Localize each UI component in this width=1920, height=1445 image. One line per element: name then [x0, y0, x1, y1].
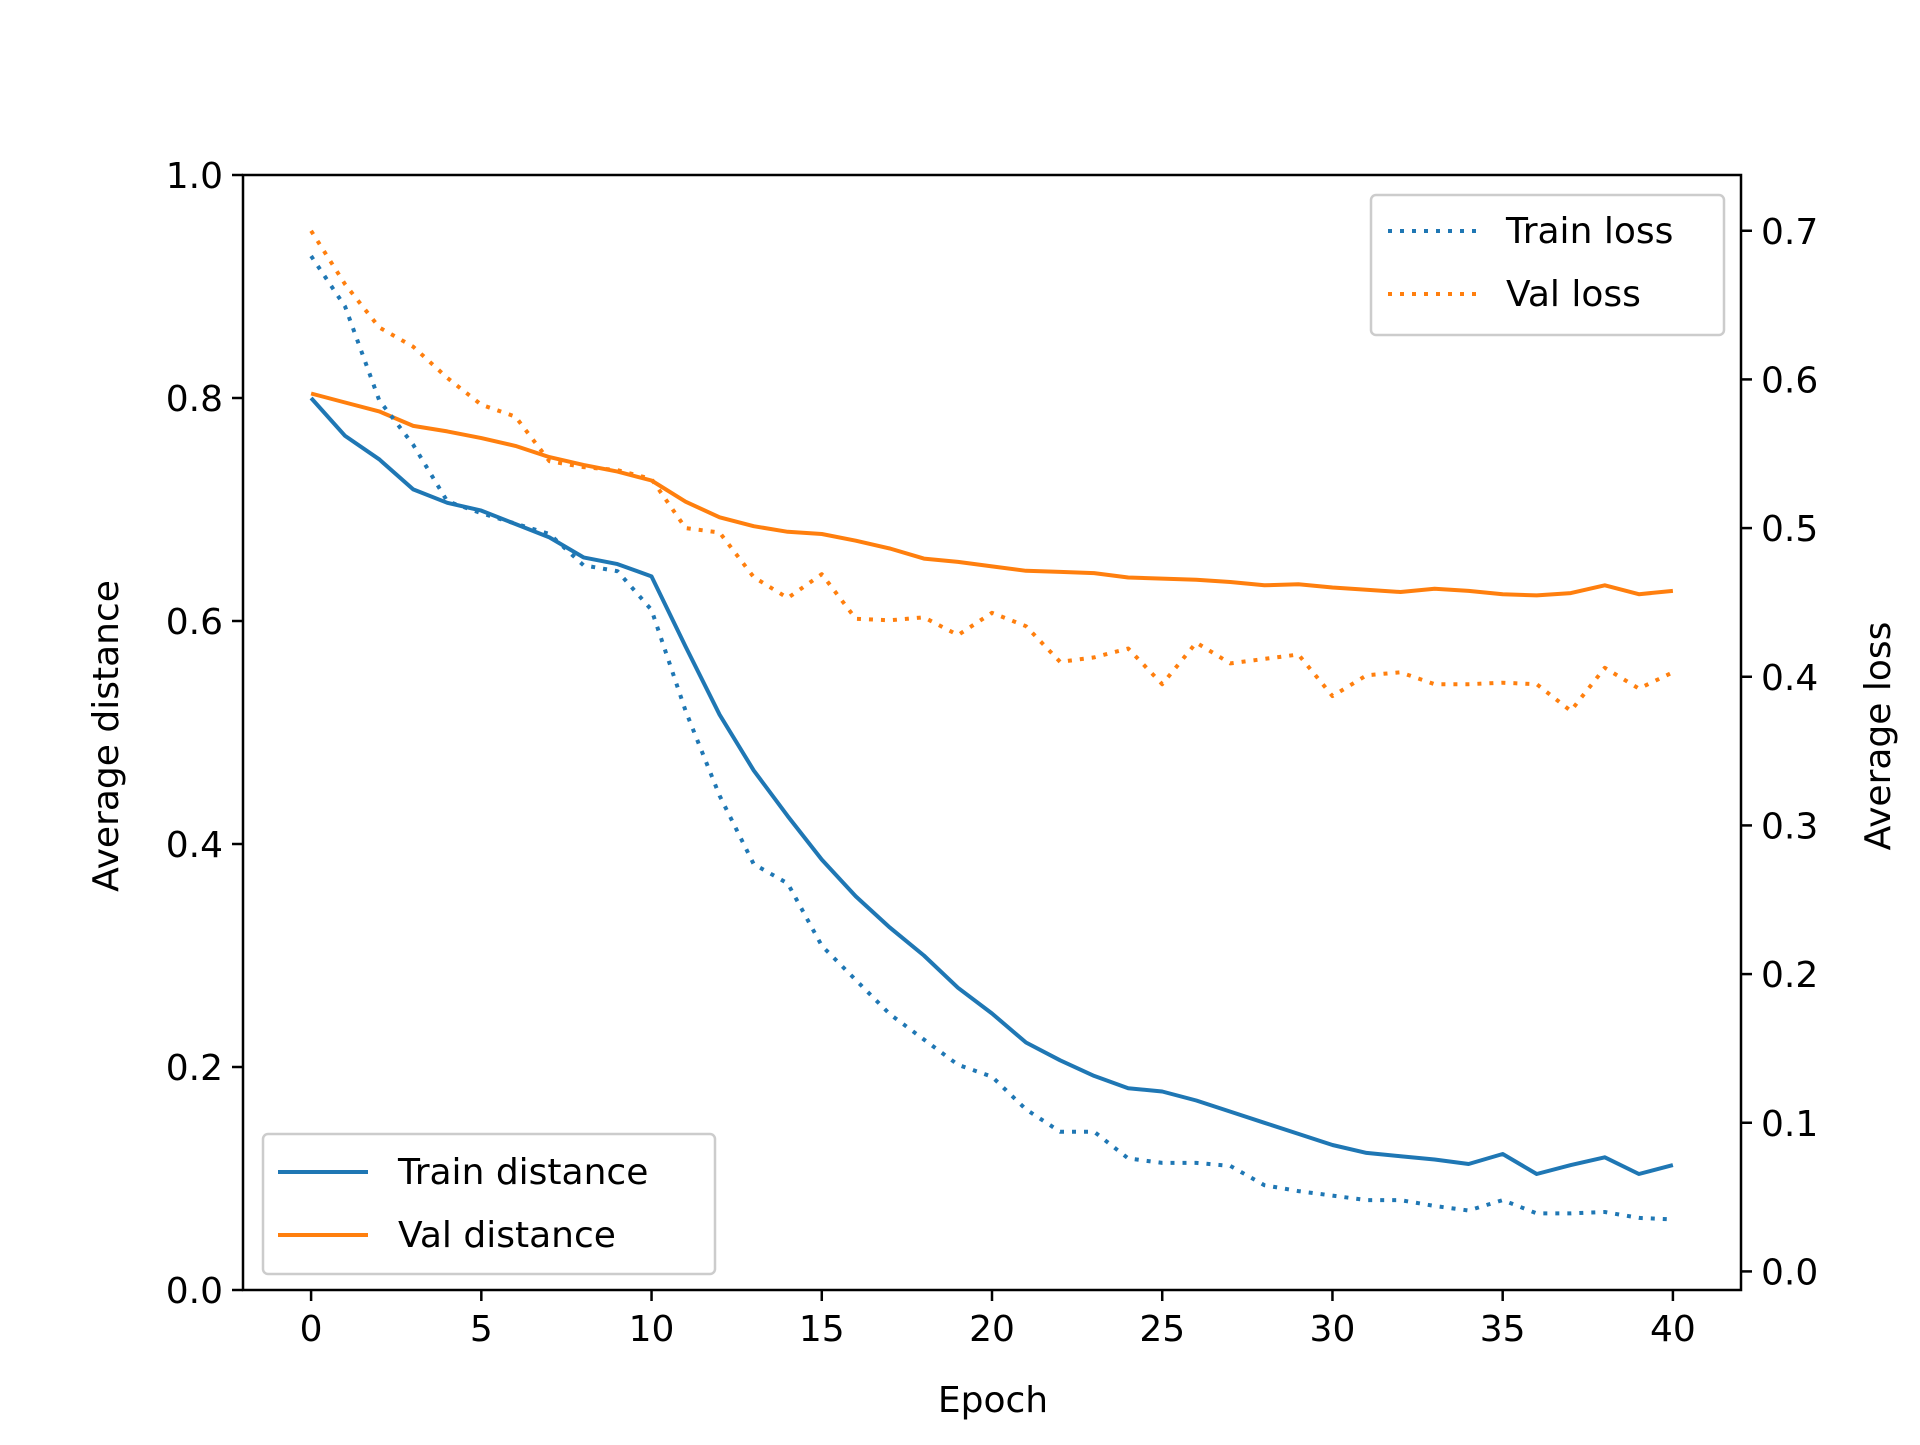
legend-loss: Train loss Val loss	[1369, 193, 1726, 337]
y2-tick-label: 0.3	[1761, 806, 1818, 847]
y-tick-label: 0.8	[166, 379, 223, 420]
series-line-train-distance	[309, 396, 1674, 1176]
y-tick-label: 0.6	[166, 602, 223, 643]
x-tick-label: 10	[629, 1309, 675, 1350]
series-line-val-loss	[309, 229, 1674, 713]
legend-loss-frame	[1369, 193, 1726, 337]
plot-frame	[241, 173, 1743, 1292]
x-tick-label: 0	[300, 1309, 323, 1350]
x-axis-label: Epoch	[938, 1380, 1048, 1421]
y2-tick-label: 0.0	[1761, 1252, 1818, 1293]
y-tick-label: 1.0	[166, 156, 223, 197]
y-axis-label: Average distance	[86, 580, 127, 892]
legend-distance: Train distance Val distance	[261, 1132, 717, 1276]
y2-tick-label: 0.5	[1761, 509, 1818, 550]
y2-tick-label: 0.1	[1761, 1104, 1818, 1145]
x-tick-label: 20	[969, 1309, 1015, 1350]
plot-area	[309, 229, 1674, 1222]
y2-tick-label: 0.2	[1761, 955, 1818, 996]
y-tick-label: 0.4	[166, 825, 223, 866]
y-tick-label: 0.2	[166, 1048, 223, 1089]
series-line-val-distance	[310, 391, 1674, 598]
x-tick-label: 40	[1650, 1309, 1696, 1350]
x-tick-label: 15	[799, 1309, 845, 1350]
legend-val-loss-label: Val loss	[1506, 274, 1641, 315]
y2-axis-label: Average loss	[1858, 622, 1899, 851]
y2-tick-label: 0.4	[1761, 658, 1818, 699]
legend-val-distance-label: Val distance	[398, 1215, 616, 1256]
x-tick-label: 30	[1310, 1309, 1356, 1350]
x-tick-label: 25	[1139, 1309, 1185, 1350]
y2-tick-label: 0.6	[1761, 360, 1818, 401]
x-tick-label: 5	[470, 1309, 493, 1350]
axes: 0 5 10 15 20 25 30 35 40 0.0 0.2 0.4 0.6 0.8 1.0 0.0 0.1…	[166, 156, 1819, 1350]
series-line-train-loss	[309, 254, 1673, 1222]
y2-tick-label: 0.7	[1761, 212, 1818, 253]
x-tick-label: 35	[1480, 1309, 1526, 1350]
legend-train-distance-label: Train distance	[397, 1152, 648, 1193]
legend-train-loss-label: Train loss	[1505, 211, 1673, 252]
legend-distance-frame	[261, 1132, 717, 1276]
y-tick-label: 0.0	[166, 1271, 223, 1312]
